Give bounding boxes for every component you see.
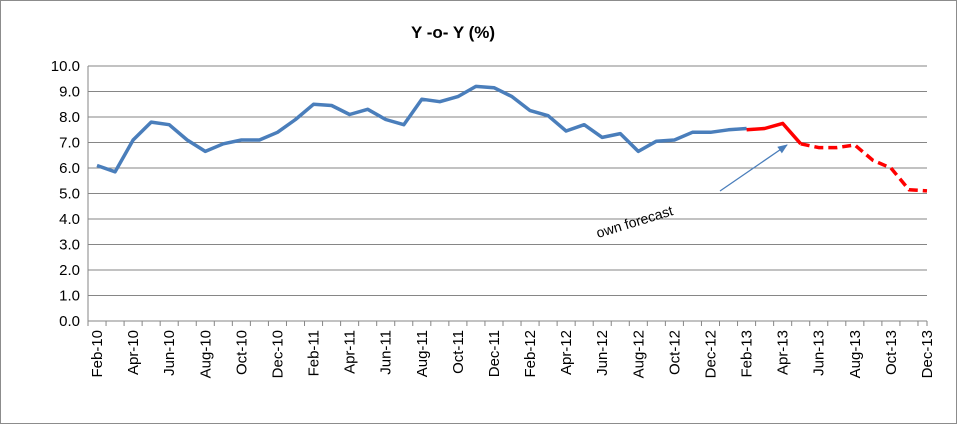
x-tick-label: Feb-12 (522, 330, 539, 378)
x-tick-label: Dec-12 (702, 330, 719, 378)
x-tick-label: Feb-13 (739, 330, 756, 378)
y-tick-label: 7.0 (59, 135, 80, 152)
x-tick-label: Apr-12 (558, 330, 575, 375)
y-tick-label: 8.0 (59, 109, 80, 126)
x-tick-label: Jun-10 (161, 330, 178, 376)
x-tick-label: Apr-11 (342, 330, 359, 374)
x-tick-label: Aug-11 (414, 330, 431, 377)
gridlines (88, 65, 927, 296)
x-tick-label: Aug-12 (630, 330, 647, 378)
x-tick-label: Oct-10 (233, 330, 250, 375)
axes (87, 66, 928, 326)
series-lines (96, 84, 928, 193)
y-tick-label: 9.0 (59, 84, 80, 101)
y-tick-label: 10.0 (51, 58, 80, 75)
annotation-arrow (719, 144, 788, 192)
x-tick-label: Dec-11 (486, 330, 503, 377)
x-axis-tick-labels: Feb-10 Apr-10 Jun-10 Aug-10 Oct-10 Dec-10 Feb-… (89, 330, 936, 378)
x-tick-label: Jun-12 (594, 330, 611, 376)
y-tick-label: 6.0 (59, 160, 80, 177)
annotation-label: own forecast (594, 202, 675, 241)
x-tick-label: Aug-13 (847, 330, 864, 378)
y-tick-label: 2.0 (59, 262, 80, 279)
series-line-2 (746, 121, 803, 145)
chart-title: Y -o- Y (%) (411, 23, 495, 42)
x-tick-label: Jun-11 (378, 330, 395, 375)
y-tick-label: 4.0 (59, 211, 80, 228)
forecast-annotation: own forecast (594, 144, 788, 241)
y-tick-label: 0.0 (59, 313, 80, 330)
x-tick-label: Aug-10 (197, 330, 214, 378)
series-line-3 (800, 142, 928, 193)
x-tick-label: Oct-11 (450, 330, 467, 374)
y-tick-label: 3.0 (59, 237, 80, 254)
y-tick-label: 5.0 (59, 186, 80, 203)
x-tick-label: Dec-13 (919, 330, 936, 378)
x-tick-label: Oct-12 (666, 330, 683, 375)
x-tick-label: Feb-11 (306, 330, 323, 376)
y-axis-tick-labels: 10.0 9.0 8.0 7.0 6.0 5.0 4.0 3.0 2.0 1.0 0.0 (51, 58, 80, 330)
x-tick-label: Apr-10 (125, 330, 142, 375)
series-line-1 (96, 84, 747, 174)
x-tick-label: Dec-10 (269, 330, 286, 378)
x-tick-label: Jun-13 (811, 330, 828, 376)
x-tick-label: Apr-13 (775, 330, 792, 375)
x-tick-label: Oct-13 (883, 330, 900, 375)
x-tick-label: Feb-10 (89, 330, 106, 378)
y-tick-label: 1.0 (59, 288, 80, 305)
